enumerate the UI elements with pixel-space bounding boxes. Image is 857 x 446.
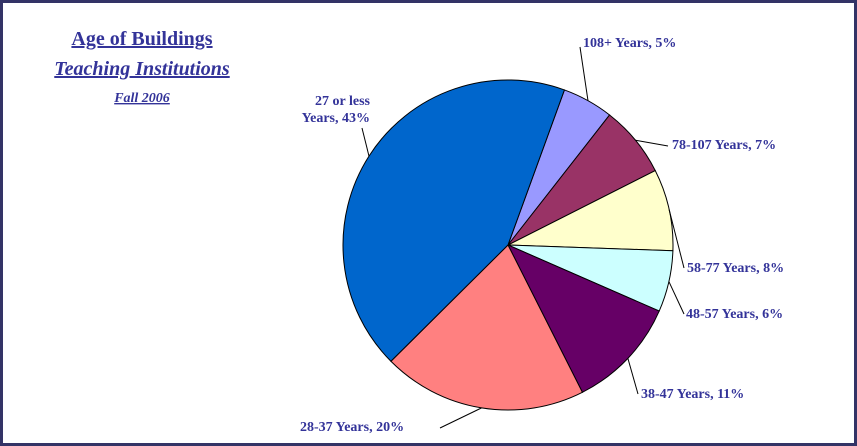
data-label-line: Years, 43% [302,111,370,126]
chart-title: Age of Buildings [71,28,212,50]
data-label: 58-77 Years, 8% [687,261,784,276]
leader-line [668,281,685,315]
data-label: 28-37 Years, 20% [300,420,404,435]
data-label: 27 or less Years, 43% [302,94,371,126]
data-label-line: 108+ Years, 5% [583,36,676,51]
data-label-line: 48-57 Years, 6% [686,307,783,322]
data-label: 108+ Years, 5% [583,36,676,51]
data-label-line: 38-47 Years, 11% [641,387,744,402]
leader-line [635,139,669,147]
leader-line [627,358,639,395]
pie-slice [390,244,584,411]
data-label-line: 58-77 Years, 8% [687,261,784,276]
pie-slice [342,79,566,362]
data-label: 78-107 Years, 7% [672,138,776,153]
leader-line [668,209,685,269]
chart-subtitle: Teaching Institutions [54,58,230,80]
data-label-line: 28-37 Years, 20% [300,420,404,435]
leader-line [361,127,370,157]
data-label-line: 27 or less [315,94,371,109]
data-label: 38-47 Years, 11% [641,387,744,402]
leader-line [579,46,589,101]
annotation: Fall 2006 [113,91,170,106]
data-label: 48-57 Years, 6% [686,307,783,322]
data-label-line: 78-107 Years, 7% [672,138,776,153]
leader-line [439,407,482,429]
pie-slice [506,243,660,393]
